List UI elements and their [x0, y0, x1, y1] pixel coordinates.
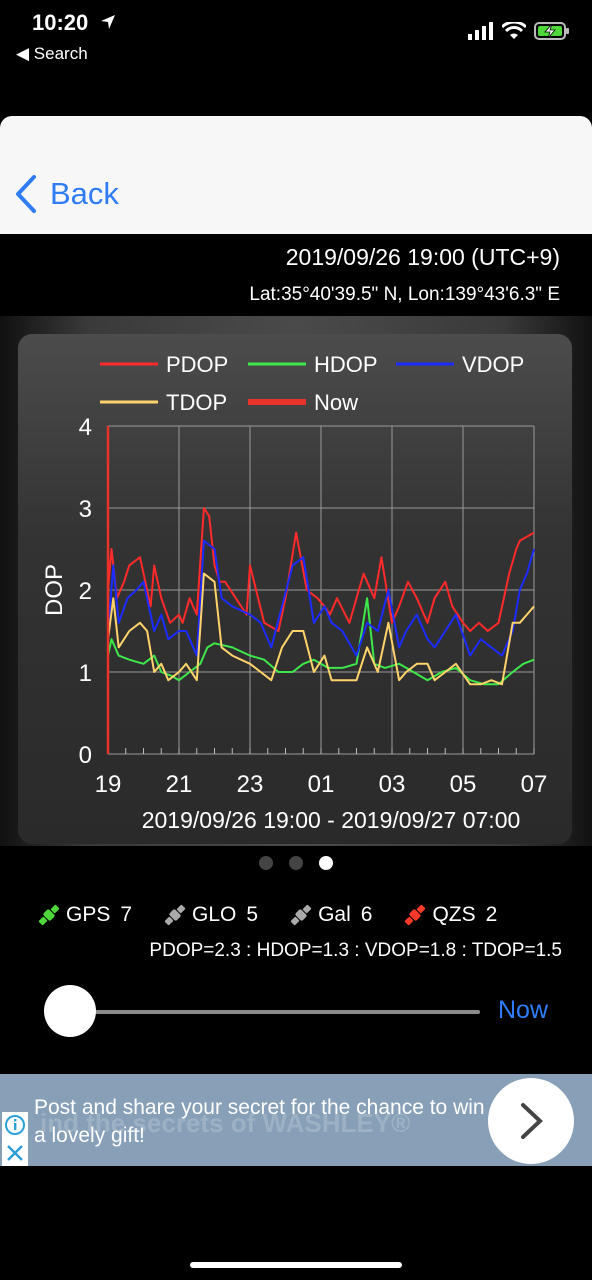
y-axis-label: DOP: [41, 564, 68, 616]
location-label: Lat:35°40'39.5" N, Lon:139°43'6.3" E: [249, 284, 560, 305]
satellite-qzs: QZS 2: [402, 902, 497, 928]
x-tick-label: 05: [450, 771, 477, 798]
satellite-count: 5: [246, 903, 259, 926]
page-dot[interactable]: [259, 856, 273, 870]
satellite-icon: [290, 904, 312, 926]
y-tick-label: 2: [79, 578, 92, 605]
x-tick-label: 21: [166, 771, 193, 798]
satellite-name: QZS: [432, 903, 476, 926]
legend-label: HDOP: [314, 352, 378, 377]
satellite-glo: GLO 5: [162, 902, 258, 928]
legend-label: Now: [314, 390, 358, 415]
series-line-hdop: [107, 597, 535, 686]
legend-label: VDOP: [462, 352, 524, 377]
page-indicator[interactable]: [0, 856, 592, 870]
y-tick-label: 0: [79, 742, 92, 769]
satellite-name: GPS: [66, 903, 111, 926]
status-icons: [468, 22, 570, 40]
back-label: Back: [50, 176, 119, 211]
satellite-icon: [38, 904, 60, 926]
satellite-icon: [405, 904, 426, 926]
satellite-name: Gal: [318, 903, 351, 926]
x-axis-label: 2019/09/26 19:00 - 2019/09/27 07:00: [142, 807, 521, 833]
battery-charging-icon: [534, 22, 569, 40]
legend-label: PDOP: [166, 352, 228, 377]
navigation-bar: Back: [0, 116, 592, 234]
satellite-gal: Gal 6: [288, 902, 372, 928]
location-arrow-icon: [101, 15, 115, 29]
series-line-pdop: [107, 507, 535, 632]
wifi-icon: [502, 22, 526, 39]
y-tick-label: 3: [79, 496, 92, 523]
ad-choices-icon[interactable]: [2, 1112, 28, 1166]
ad-background-text: ind the secrets of WASHLEY®: [40, 1108, 411, 1138]
series-line-tdop: [107, 572, 535, 686]
series-line-vdop: [107, 539, 535, 657]
ad-banner[interactable]: ind the secrets of WASHLEY® Post and sha…: [0, 1074, 592, 1166]
x-tick-label: 19: [95, 771, 122, 798]
satellite-name: GLO: [192, 903, 237, 926]
back-to-app-link[interactable]: ◀ Search: [16, 44, 88, 63]
satellite-gps: GPS 7: [36, 902, 132, 928]
y-tick-label: 4: [79, 414, 92, 441]
page-dot[interactable]: [319, 856, 333, 870]
home-indicator: [190, 1262, 402, 1268]
back-button[interactable]: Back: [14, 174, 119, 214]
x-tick-label: 03: [379, 771, 406, 798]
ad-text: Post and share your secret for the chanc…: [34, 1096, 485, 1147]
satellite-count: 7: [120, 903, 133, 926]
signal-icon: [468, 22, 493, 40]
satellite-counts: GPS 7 GLO 5 Gal 6 QZS 2: [36, 902, 527, 928]
x-tick-label: 01: [308, 771, 335, 798]
time-slider-thumb[interactable]: [44, 985, 96, 1037]
x-tick-label: 23: [237, 771, 264, 798]
page-dot[interactable]: [289, 856, 303, 870]
satellite-icon: [164, 904, 186, 926]
time-slider-track[interactable]: [68, 1010, 480, 1014]
y-tick-label: 1: [79, 660, 92, 687]
dop-summary: PDOP=2.3 : HDOP=1.3 : VDOP=1.8 : TDOP=1.…: [149, 940, 562, 961]
chart-card[interactable]: [18, 334, 572, 844]
date-time-label: 2019/09/26 19:00 (UTC+9): [285, 244, 560, 270]
status-bar: 10:20 ◀ Search: [0, 0, 592, 80]
chevron-left-icon: [16, 175, 36, 213]
chevron-right-icon: [521, 1103, 543, 1139]
satellite-count: 6: [360, 903, 373, 926]
x-tick-label: 07: [521, 771, 548, 798]
clock: 10:20: [32, 10, 89, 35]
now-button[interactable]: Now: [498, 996, 549, 1024]
ad-open-button[interactable]: [488, 1078, 574, 1164]
satellite-count: 2: [485, 903, 498, 926]
legend-label: TDOP: [166, 390, 227, 415]
